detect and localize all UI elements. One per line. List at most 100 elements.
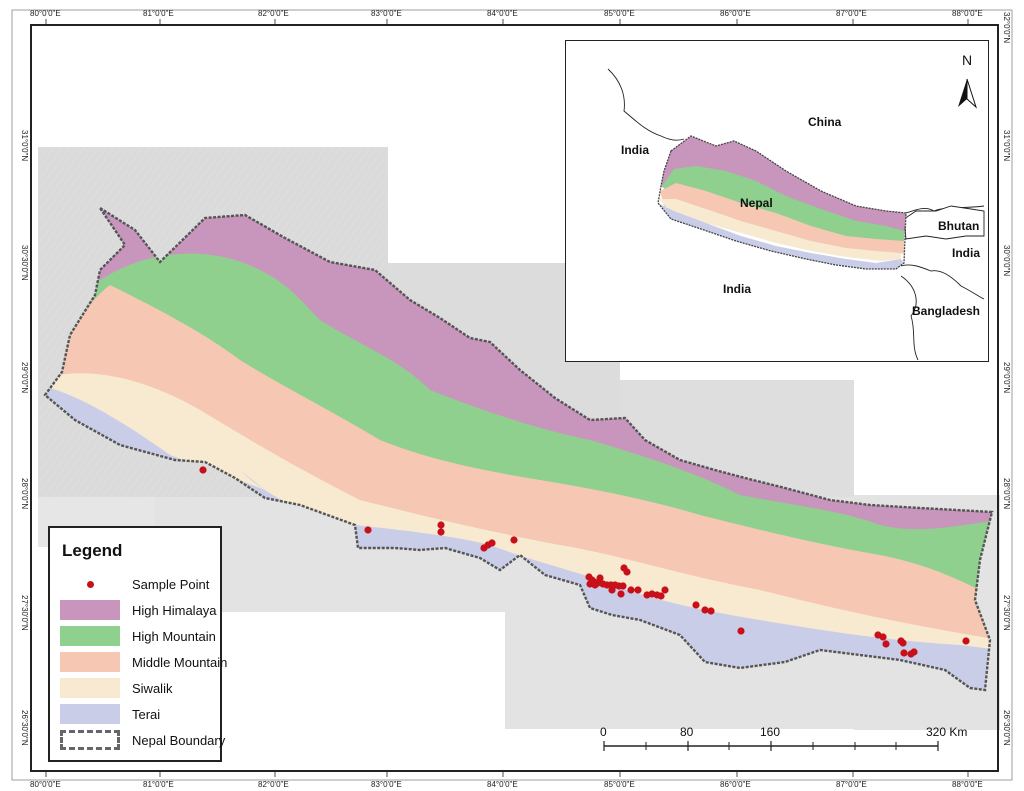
inset-label-india-nw: India <box>621 143 649 157</box>
bottom-tick-labels: 80°0'0"E 81°0'0"E 82°0'0"E 83°0'0"E 84°0… <box>30 780 983 789</box>
inset-map: N China India Nepal India Bhutan India B… <box>565 40 989 362</box>
left-tick-5: 27°30'0"N <box>20 595 29 631</box>
legend-item-siwalik: Siwalik <box>60 677 172 699</box>
left-tick-labels: 31°0'0"N 30°30'0"N 29°0'0"N 28°0'0"N 27°… <box>20 130 29 746</box>
legend: Legend Sample Point High Himalaya High M… <box>48 526 227 762</box>
nepal-boundary <box>43 206 994 692</box>
top-tick-7: 86°0'0"E <box>720 9 751 18</box>
legend-label-siwalik: Siwalik <box>132 680 173 696</box>
inset-nepal <box>657 135 907 270</box>
sample-point <box>899 639 907 647</box>
sample-point <box>488 539 496 547</box>
inset-label-china: China <box>808 115 842 129</box>
sample-point <box>437 528 445 536</box>
sample-point <box>707 607 715 615</box>
legend-item-terai: Terai <box>60 703 160 725</box>
map-frame <box>30 24 999 772</box>
inset-ne-india-border <box>900 264 985 300</box>
legend-item-high-mountain: High Mountain <box>60 625 216 647</box>
sample-point <box>882 640 890 648</box>
inset-label-bhutan: Bhutan <box>938 219 979 233</box>
scale-label-0: 0 <box>600 725 607 739</box>
left-tick-6: 26°30'0"N <box>20 710 29 746</box>
top-tick-8: 87°0'0"E <box>836 9 867 18</box>
scale-bar: 0 80 160 320 Km <box>600 725 967 751</box>
terai-swatch <box>60 704 120 724</box>
sample-point-symbol <box>86 580 94 588</box>
sample-point <box>437 521 445 529</box>
sample-point <box>910 648 918 656</box>
inset-label-nepal: Nepal <box>740 196 773 210</box>
north-arrow: N <box>958 52 978 109</box>
right-tick-3: 30°0'0"N <box>1002 245 1011 276</box>
siwalik-swatch <box>60 678 120 698</box>
top-tick-1: 80°0'0"E <box>30 9 61 18</box>
legend-label-middle-mountain: Middle Mountain <box>132 654 228 670</box>
bottom-tick-2: 81°0'0"E <box>143 780 174 789</box>
sample-point <box>661 586 669 594</box>
top-tick-labels: 80°0'0"E 81°0'0"E 82°0'0"E 83°0'0"E 84°0… <box>30 9 983 18</box>
bottom-tick-1: 80°0'0"E <box>30 780 61 789</box>
top-tick-3: 82°0'0"E <box>258 9 289 18</box>
left-tick-2: 30°30'0"N <box>20 245 29 281</box>
left-tick-4: 28°0'0"N <box>20 478 29 509</box>
top-tick-5: 84°0'0"E <box>487 9 518 18</box>
right-tick-4: 29°0'0"N <box>1002 362 1011 393</box>
sample-point <box>701 606 709 614</box>
high-himalaya-swatch <box>60 600 120 620</box>
nepal-boundary-swatch <box>60 730 120 750</box>
inset-label-india-s: India <box>723 282 751 296</box>
sample-point <box>879 633 887 641</box>
inset-bangladesh-outline <box>900 275 919 360</box>
scale-label-80: 80 <box>680 725 694 739</box>
sample-point <box>657 592 665 600</box>
sample-point <box>510 536 518 544</box>
high-mountain-swatch <box>60 626 120 646</box>
middle-mountain-swatch <box>60 652 120 672</box>
sample-point <box>962 637 970 645</box>
legend-item-middle-mountain: Middle Mountain <box>60 651 227 673</box>
sample-point <box>608 586 616 594</box>
legend-item-sample-point: Sample Point <box>60 573 209 595</box>
sample-point <box>737 627 745 635</box>
legend-item-high-himalaya: High Himalaya <box>60 599 217 621</box>
left-tick-3: 29°0'0"N <box>20 362 29 393</box>
sample-point <box>617 590 625 598</box>
sample-point <box>364 526 372 534</box>
sample-point <box>692 601 700 609</box>
inset-china-india-border <box>607 68 685 141</box>
sample-point <box>623 568 631 576</box>
legend-label-terai: Terai <box>132 706 161 722</box>
right-tick-1: 32°0'0"N <box>1002 12 1011 43</box>
bottom-tick-7: 86°0'0"E <box>720 780 751 789</box>
sample-point <box>586 580 594 588</box>
scale-label-320: 320 Km <box>926 725 967 739</box>
bottom-tick-5: 84°0'0"E <box>487 780 518 789</box>
right-tick-labels: 32°0'0"N 31°0'0"N 30°0'0"N 29°0'0"N 28°0… <box>1002 12 1011 746</box>
left-tick-1: 31°0'0"N <box>20 130 29 161</box>
legend-label-high-mountain: High Mountain <box>132 628 216 644</box>
sample-point <box>627 586 635 594</box>
sample-point <box>199 466 207 474</box>
legend-item-nepal-boundary: Nepal Boundary <box>60 729 225 751</box>
legend-label-nepal-boundary: Nepal Boundary <box>132 732 226 748</box>
bottom-tick-3: 82°0'0"E <box>258 780 289 789</box>
sample-point <box>619 582 627 590</box>
top-tick-9: 88°0'0"E <box>952 9 983 18</box>
top-tick-4: 83°0'0"E <box>371 9 402 18</box>
bottom-tick-4: 83°0'0"E <box>371 780 402 789</box>
map-frame-outer <box>11 9 1013 781</box>
legend-label-high-himalaya: High Himalaya <box>132 602 217 618</box>
inset-label-india-ne: India <box>952 246 980 260</box>
legend-label-sample-point: Sample Point <box>132 576 210 592</box>
sample-point <box>900 649 908 657</box>
sample-point <box>634 586 642 594</box>
north-label: N <box>962 52 972 68</box>
inset-bhutan-outline <box>903 205 985 240</box>
legend-title: Legend <box>62 541 123 560</box>
scale-label-160: 160 <box>760 725 780 739</box>
sample-points <box>199 466 970 658</box>
bottom-tick-9: 88°0'0"E <box>952 780 983 789</box>
sample-point <box>596 574 604 582</box>
right-tick-7: 26°30'0"N <box>1002 710 1011 746</box>
